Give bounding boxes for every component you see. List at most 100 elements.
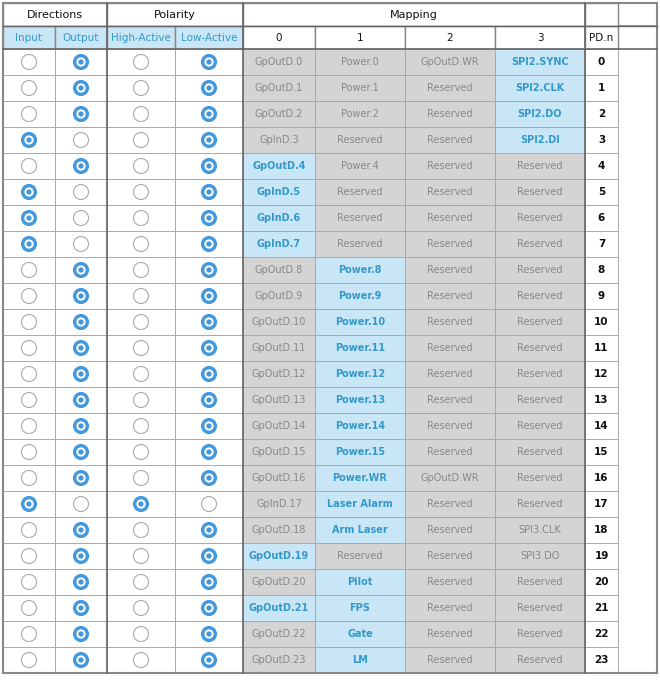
Bar xyxy=(55,387,107,413)
Circle shape xyxy=(24,239,34,249)
Circle shape xyxy=(73,341,88,355)
Bar xyxy=(175,309,243,335)
Bar xyxy=(175,439,243,465)
Circle shape xyxy=(22,341,36,355)
Circle shape xyxy=(133,471,149,486)
Circle shape xyxy=(207,267,212,273)
Bar xyxy=(315,257,405,283)
Bar xyxy=(585,179,618,205)
Text: 9: 9 xyxy=(598,291,605,301)
Bar xyxy=(55,309,107,335)
Bar xyxy=(315,387,405,413)
Text: SPI2.DI: SPI2.DI xyxy=(520,135,560,145)
Circle shape xyxy=(22,627,36,641)
Text: Reserved: Reserved xyxy=(517,369,563,379)
Bar xyxy=(243,439,315,465)
Circle shape xyxy=(26,502,32,507)
Bar xyxy=(243,179,315,205)
Bar xyxy=(315,413,405,439)
Bar xyxy=(243,335,315,361)
Bar xyxy=(107,205,175,231)
Bar xyxy=(107,413,175,439)
Bar xyxy=(107,491,175,517)
Text: Reserved: Reserved xyxy=(337,213,383,223)
Bar xyxy=(55,439,107,465)
Bar xyxy=(405,231,495,257)
Bar xyxy=(585,257,618,283)
Circle shape xyxy=(22,289,36,303)
Circle shape xyxy=(207,319,212,325)
Circle shape xyxy=(79,294,84,299)
Circle shape xyxy=(73,106,88,122)
Bar xyxy=(55,179,107,205)
Bar xyxy=(3,439,55,465)
Text: 13: 13 xyxy=(594,395,609,405)
Text: Reserved: Reserved xyxy=(427,447,473,457)
Bar xyxy=(243,387,315,413)
Text: 20: 20 xyxy=(594,577,609,587)
Bar xyxy=(585,309,618,335)
Circle shape xyxy=(22,184,36,200)
Circle shape xyxy=(22,314,36,330)
Text: 14: 14 xyxy=(594,421,609,431)
Text: Reserved: Reserved xyxy=(427,629,473,639)
Text: Reserved: Reserved xyxy=(427,603,473,613)
Bar xyxy=(3,205,55,231)
Bar xyxy=(405,153,495,179)
Bar xyxy=(107,127,175,153)
Bar xyxy=(405,621,495,647)
Bar xyxy=(585,439,618,465)
Circle shape xyxy=(133,574,149,589)
Text: Mapping: Mapping xyxy=(390,10,438,19)
Text: Reserved: Reserved xyxy=(427,395,473,405)
Bar xyxy=(243,3,585,26)
Bar xyxy=(3,309,55,335)
Bar xyxy=(107,26,175,49)
Circle shape xyxy=(207,216,212,220)
Bar xyxy=(495,127,585,153)
Circle shape xyxy=(77,292,86,301)
Circle shape xyxy=(73,471,88,486)
Circle shape xyxy=(24,214,34,223)
Bar xyxy=(175,465,243,491)
Bar xyxy=(243,517,315,543)
Text: GpInD.7: GpInD.7 xyxy=(257,239,301,249)
Circle shape xyxy=(79,449,84,455)
Text: SPI2.SYNC: SPI2.SYNC xyxy=(511,57,569,67)
Text: Output: Output xyxy=(63,32,99,43)
Bar xyxy=(175,335,243,361)
Text: 15: 15 xyxy=(594,447,609,457)
Bar xyxy=(55,26,107,49)
Circle shape xyxy=(201,80,216,95)
Bar xyxy=(495,179,585,205)
Bar xyxy=(405,257,495,283)
Text: Reserved: Reserved xyxy=(427,421,473,431)
Circle shape xyxy=(79,59,84,65)
Bar xyxy=(405,75,495,101)
Circle shape xyxy=(201,289,216,303)
Bar xyxy=(175,491,243,517)
Circle shape xyxy=(77,343,86,352)
Bar xyxy=(175,621,243,647)
Circle shape xyxy=(73,366,88,381)
Circle shape xyxy=(79,579,84,585)
Bar xyxy=(495,205,585,231)
Circle shape xyxy=(73,419,88,433)
Text: Power.11: Power.11 xyxy=(335,343,385,353)
Bar xyxy=(495,647,585,673)
Bar xyxy=(55,465,107,491)
Text: Reserved: Reserved xyxy=(427,343,473,353)
Text: Power.2: Power.2 xyxy=(341,109,379,119)
Bar xyxy=(405,517,495,543)
Bar xyxy=(175,127,243,153)
Bar xyxy=(3,335,55,361)
Text: GpOutD.2: GpOutD.2 xyxy=(255,109,303,119)
Circle shape xyxy=(137,500,146,509)
Bar xyxy=(585,465,618,491)
Text: Reserved: Reserved xyxy=(427,161,473,171)
Bar xyxy=(243,413,315,439)
Text: Low-Active: Low-Active xyxy=(181,32,237,43)
Circle shape xyxy=(73,314,88,330)
Bar xyxy=(175,101,243,127)
Circle shape xyxy=(77,317,86,327)
